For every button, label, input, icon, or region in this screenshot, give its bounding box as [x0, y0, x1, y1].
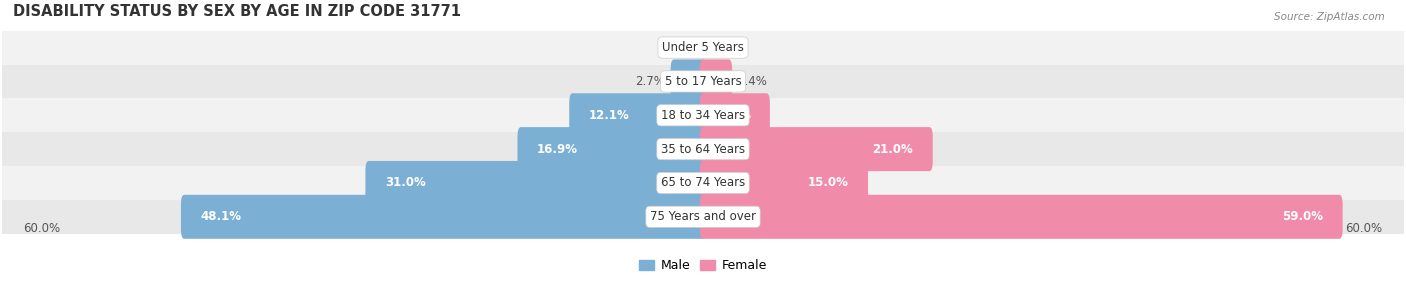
- Bar: [1, 166, 1405, 200]
- Text: 16.9%: 16.9%: [537, 143, 578, 156]
- FancyBboxPatch shape: [569, 93, 706, 137]
- FancyBboxPatch shape: [366, 161, 706, 205]
- FancyBboxPatch shape: [181, 195, 706, 239]
- Text: 2.7%: 2.7%: [636, 75, 665, 88]
- Legend: Male, Female: Male, Female: [634, 254, 772, 277]
- Bar: [1, 31, 1405, 64]
- Text: 60.0%: 60.0%: [24, 222, 60, 235]
- Text: 5 to 17 Years: 5 to 17 Years: [665, 75, 741, 88]
- Text: 2.4%: 2.4%: [738, 75, 768, 88]
- Text: 48.1%: 48.1%: [201, 210, 242, 223]
- Text: 65 to 74 Years: 65 to 74 Years: [661, 177, 745, 189]
- Text: 5.9%: 5.9%: [717, 109, 751, 122]
- Text: 35 to 64 Years: 35 to 64 Years: [661, 143, 745, 156]
- FancyBboxPatch shape: [671, 59, 706, 103]
- Bar: [1, 132, 1405, 166]
- FancyBboxPatch shape: [700, 195, 1343, 239]
- Text: 21.0%: 21.0%: [873, 143, 914, 156]
- Text: Source: ZipAtlas.com: Source: ZipAtlas.com: [1274, 12, 1385, 22]
- Text: Under 5 Years: Under 5 Years: [662, 41, 744, 54]
- Text: 18 to 34 Years: 18 to 34 Years: [661, 109, 745, 122]
- Bar: [1, 98, 1405, 132]
- Text: 31.0%: 31.0%: [385, 177, 426, 189]
- Text: 60.0%: 60.0%: [1346, 222, 1382, 235]
- FancyBboxPatch shape: [700, 59, 733, 103]
- Text: 59.0%: 59.0%: [1282, 210, 1323, 223]
- FancyBboxPatch shape: [700, 93, 770, 137]
- Text: 0.0%: 0.0%: [662, 41, 692, 54]
- FancyBboxPatch shape: [700, 127, 932, 171]
- Bar: [1, 200, 1405, 234]
- Text: 75 Years and over: 75 Years and over: [650, 210, 756, 223]
- Text: 0.0%: 0.0%: [714, 41, 744, 54]
- Text: 15.0%: 15.0%: [807, 177, 849, 189]
- Text: 12.1%: 12.1%: [589, 109, 630, 122]
- FancyBboxPatch shape: [517, 127, 706, 171]
- Bar: [1, 64, 1405, 98]
- FancyBboxPatch shape: [700, 161, 868, 205]
- Text: DISABILITY STATUS BY SEX BY AGE IN ZIP CODE 31771: DISABILITY STATUS BY SEX BY AGE IN ZIP C…: [13, 4, 461, 19]
